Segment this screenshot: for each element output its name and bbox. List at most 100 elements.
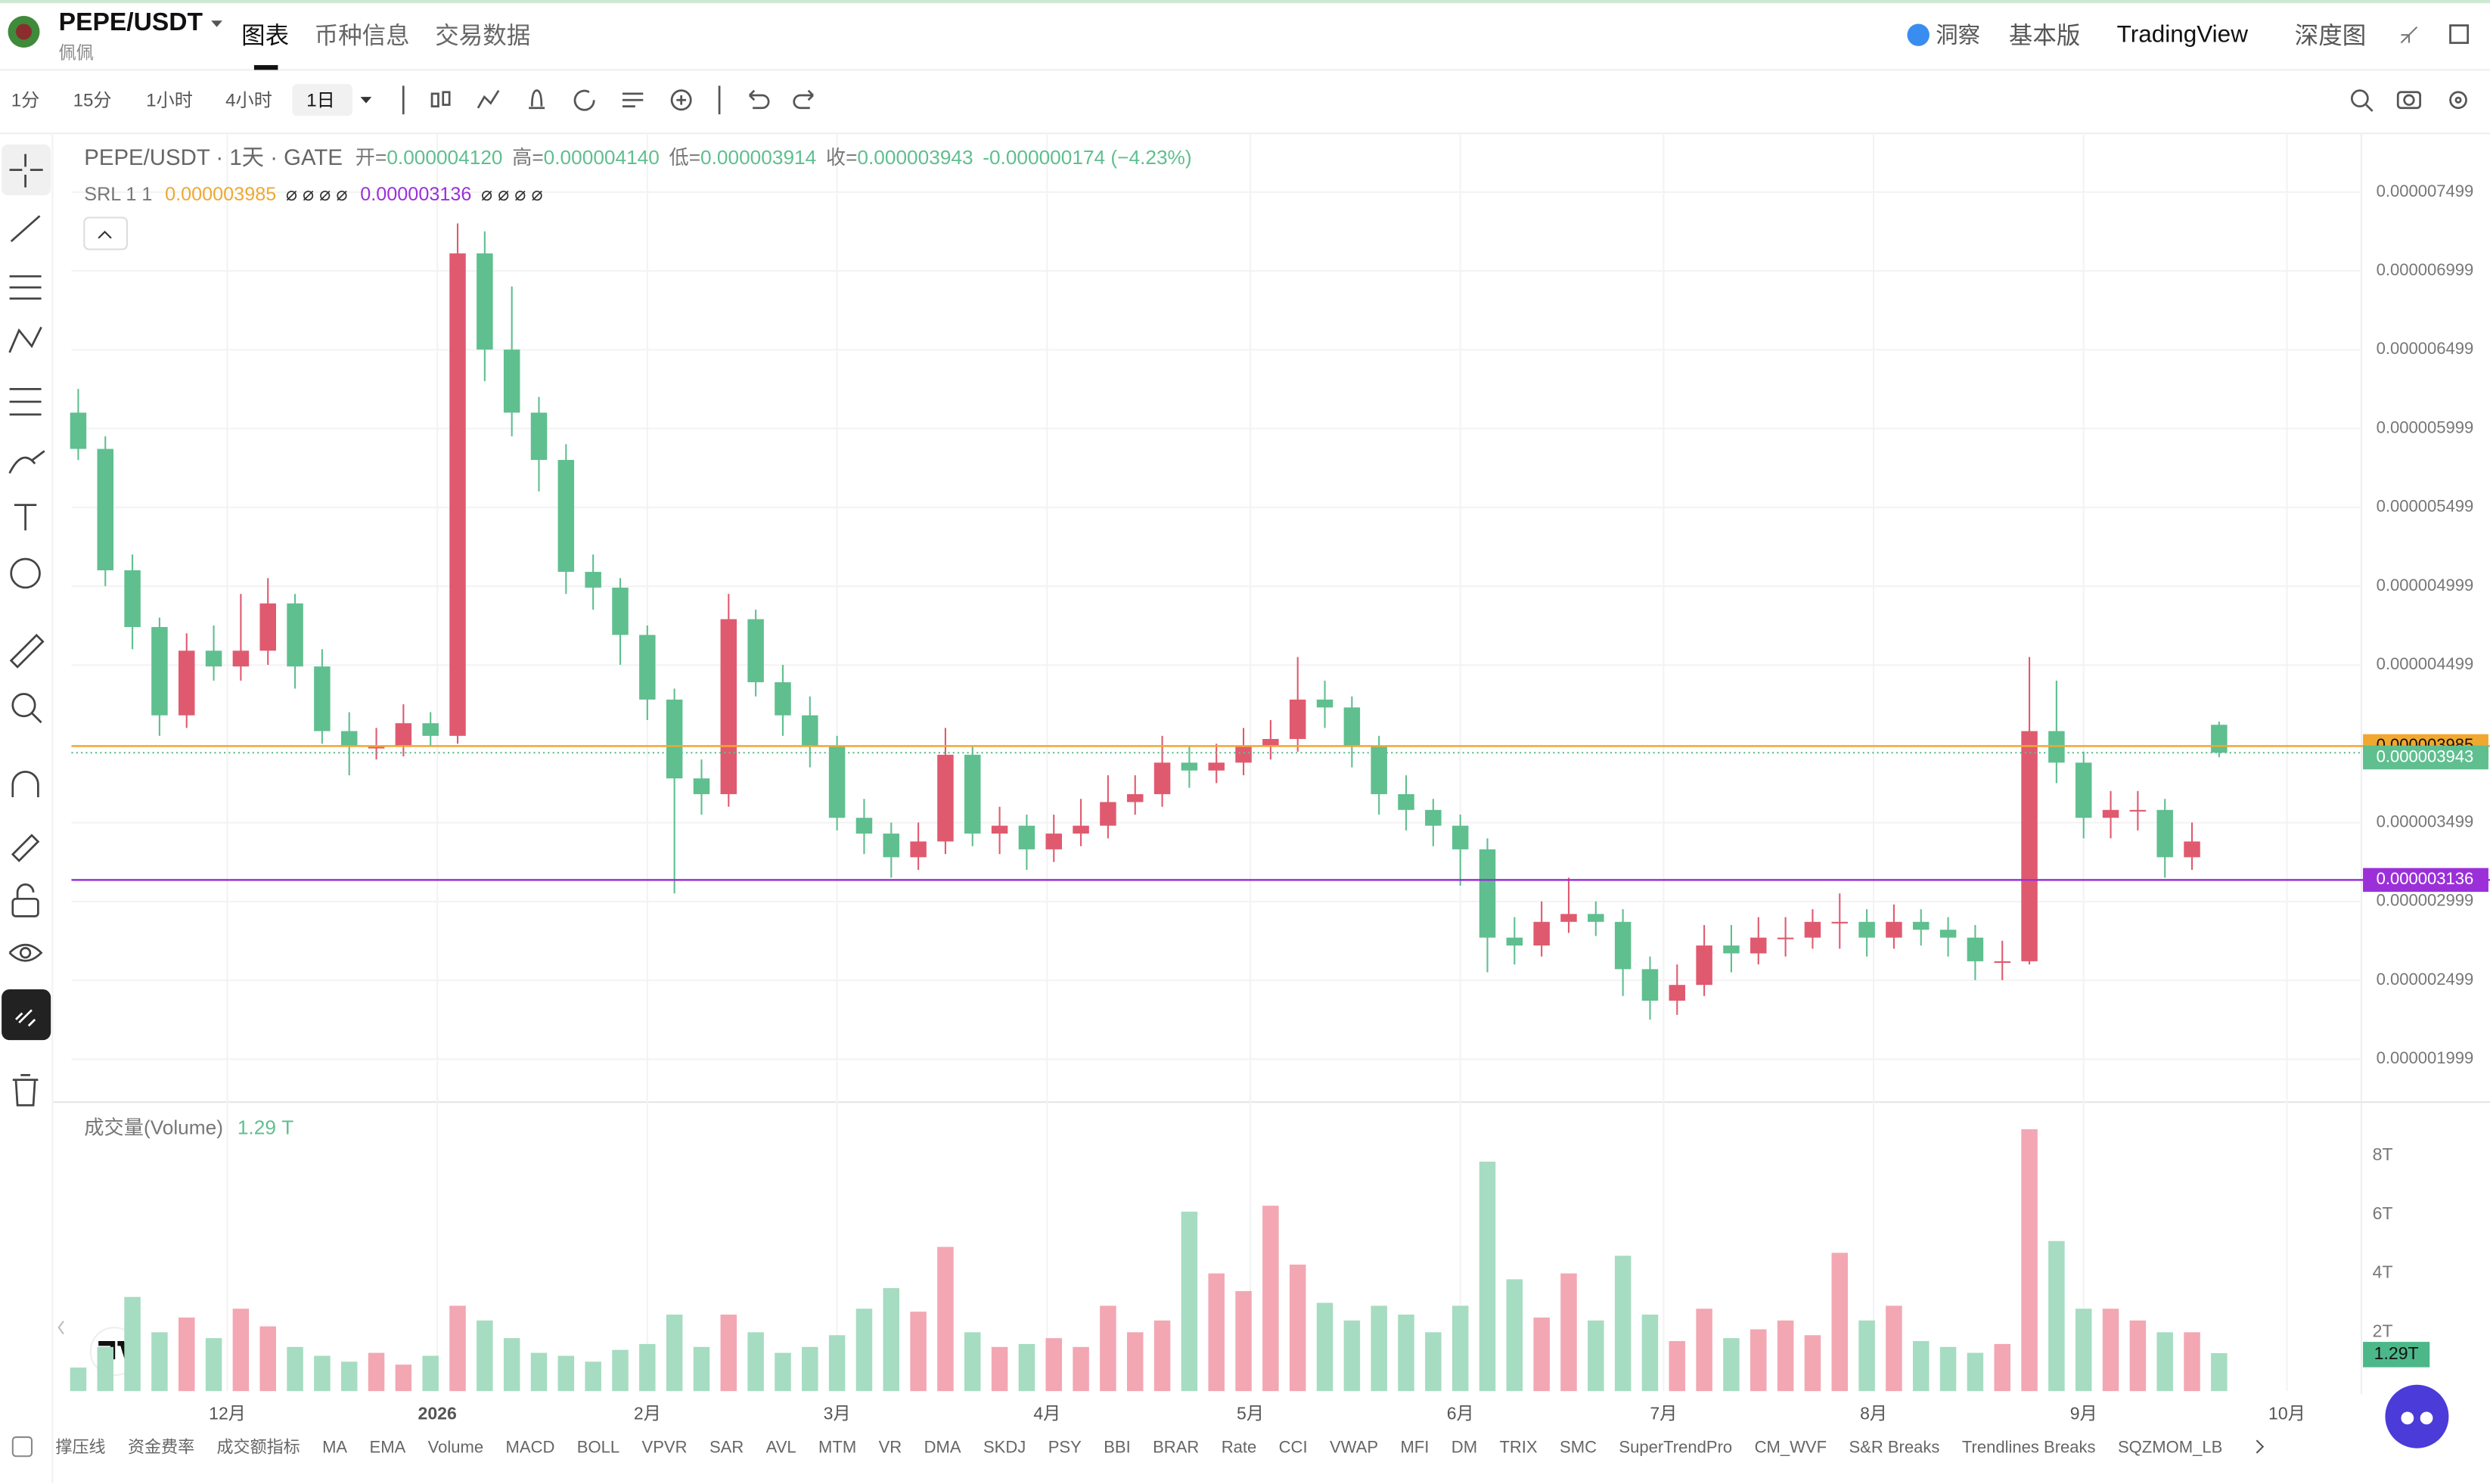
candle-body: [693, 778, 710, 794]
tab[interactable]: 交易数据: [435, 23, 531, 51]
candle-body: [178, 650, 195, 716]
indicator-button[interactable]: Trendlines Breaks: [1962, 1438, 2096, 1457]
candle-body: [259, 603, 276, 651]
tab[interactable]: 币种信息: [314, 23, 410, 51]
scroll-right[interactable]: [2256, 1439, 2265, 1454]
scroll-left[interactable]: [57, 1321, 64, 1335]
indicator-button[interactable]: EMA: [370, 1438, 406, 1457]
indicator-button[interactable]: PSY: [1048, 1438, 1082, 1457]
indicator-button[interactable]: SuperTrendPro: [1619, 1438, 1732, 1457]
insight-icon: [1907, 23, 1930, 46]
indicator-button[interactable]: CCI: [1279, 1438, 1308, 1457]
volume-bar: [422, 1355, 439, 1392]
interval[interactable]: 4小时: [225, 92, 272, 111]
indicator-button[interactable]: 资金费率: [128, 1438, 194, 1457]
header-link[interactable]: 深度图: [2294, 23, 2367, 51]
candle-body: [828, 747, 846, 818]
interval[interactable]: 1分: [11, 92, 40, 111]
candle-body: [585, 572, 601, 588]
indicator-button[interactable]: VWAP: [1330, 1438, 1378, 1457]
legend-value: 0.000003943: [857, 146, 973, 169]
candle-body: [1153, 762, 1171, 794]
interval[interactable]: 1小时: [146, 92, 193, 111]
tab[interactable]: 图表: [241, 23, 290, 51]
volume-bar: [1045, 1338, 1062, 1392]
indicator-button[interactable]: 成交额指标: [217, 1438, 300, 1457]
assistant-button[interactable]: [2385, 1384, 2449, 1448]
calendar-icon[interactable]: [11, 1436, 33, 1458]
x-tick-label: 10月: [2268, 1404, 2305, 1423]
indicator-button[interactable]: BBI: [1104, 1438, 1131, 1457]
minimize-icon[interactable]: [2400, 26, 2418, 44]
volume-bar: [1235, 1290, 1252, 1392]
volume-bar: [991, 1346, 1008, 1392]
indicator-button[interactable]: SAR: [709, 1438, 744, 1457]
indicator-button[interactable]: SMC: [1560, 1438, 1597, 1457]
candle-body: [720, 619, 737, 794]
interval-dropdown[interactable]: [360, 97, 372, 104]
tab-underline: [253, 65, 278, 70]
volume-bar: [97, 1346, 114, 1392]
candle-body: [2156, 809, 2173, 858]
y-tick-label: 0.000005499: [2377, 497, 2474, 516]
indicator-button[interactable]: SKDJ: [983, 1438, 1026, 1457]
interval[interactable]: 15分: [73, 92, 112, 111]
indicator-button[interactable]: Rate: [1222, 1438, 1257, 1457]
indicator-button[interactable]: S&R Breaks: [1849, 1438, 1939, 1457]
header-link[interactable]: 基本版: [2008, 23, 2081, 51]
indicator-button[interactable]: MA: [322, 1438, 347, 1457]
y-tick-label: 0.000006499: [2377, 339, 2474, 358]
candle-body: [747, 619, 764, 682]
candle-body: [449, 253, 466, 736]
candle-body: [1479, 849, 1496, 938]
indicator-button[interactable]: TRIX: [1499, 1438, 1537, 1457]
volume-title: 成交量(Volume): [84, 1116, 223, 1139]
header-link[interactable]: 洞察: [1936, 22, 1981, 48]
volume-bar: [1506, 1279, 1523, 1392]
interval[interactable]: 1日: [306, 92, 335, 111]
candle-body: [422, 723, 439, 736]
indicator-button[interactable]: DM: [1451, 1438, 1477, 1457]
toolbar-icons[interactable]: [402, 85, 2467, 115]
drawing-tools[interactable]: [2, 144, 51, 1107]
indicator-button[interactable]: BRAR: [1153, 1438, 1199, 1457]
srl-flags: ⌀ ⌀ ⌀ ⌀: [481, 184, 543, 205]
indicator-button[interactable]: MFI: [1400, 1438, 1429, 1457]
indicator-button[interactable]: Volume: [428, 1438, 483, 1457]
volume-bar: [1479, 1161, 1496, 1392]
candle-body: [1669, 985, 1686, 1001]
volume-bar: [340, 1361, 358, 1392]
volume-bar: [937, 1246, 954, 1392]
indicator-button[interactable]: MACD: [506, 1438, 555, 1457]
volume-bar: [1560, 1273, 1577, 1392]
y-tick-label: 0.000002999: [2377, 891, 2474, 910]
indicator-button[interactable]: BOLL: [577, 1438, 619, 1457]
indicator-button[interactable]: 撑压线: [55, 1438, 105, 1457]
symbol-dropdown[interactable]: [211, 20, 222, 27]
price-badge: 0.000003136: [2377, 869, 2474, 888]
candle-body: [1777, 937, 1794, 939]
indicator-button[interactable]: DMA: [924, 1438, 961, 1457]
candle-body: [2021, 731, 2038, 961]
candle-body: [503, 349, 520, 413]
fullscreen-icon[interactable]: [2449, 24, 2469, 45]
candle-body: [1994, 961, 2010, 964]
indicator-button[interactable]: AVL: [766, 1438, 796, 1457]
candle-body: [991, 825, 1008, 834]
volume-bar: [1939, 1346, 1957, 1392]
indicator-button[interactable]: CM_WVF: [1755, 1438, 1827, 1457]
candle-body: [883, 834, 900, 858]
header-link[interactable]: TradingView: [2116, 21, 2248, 49]
indicator-button[interactable]: SQZMOM_LB: [2118, 1438, 2222, 1457]
volume-bar: [612, 1349, 629, 1392]
indicator-button[interactable]: VR: [879, 1438, 902, 1457]
indicator-button[interactable]: MTM: [818, 1438, 856, 1457]
symbol[interactable]: PEPE/USDT: [58, 9, 203, 37]
candle-body: [1100, 802, 1116, 826]
volume-bar: [1073, 1346, 1089, 1392]
volume-bar: [395, 1364, 412, 1392]
volume-legend: 成交量(Volume) 1.29 T: [84, 1116, 293, 1139]
y-tick-label: 0.000001999: [2377, 1048, 2474, 1067]
indicator-button[interactable]: VPVR: [642, 1438, 688, 1457]
volume-bar: [205, 1338, 222, 1392]
